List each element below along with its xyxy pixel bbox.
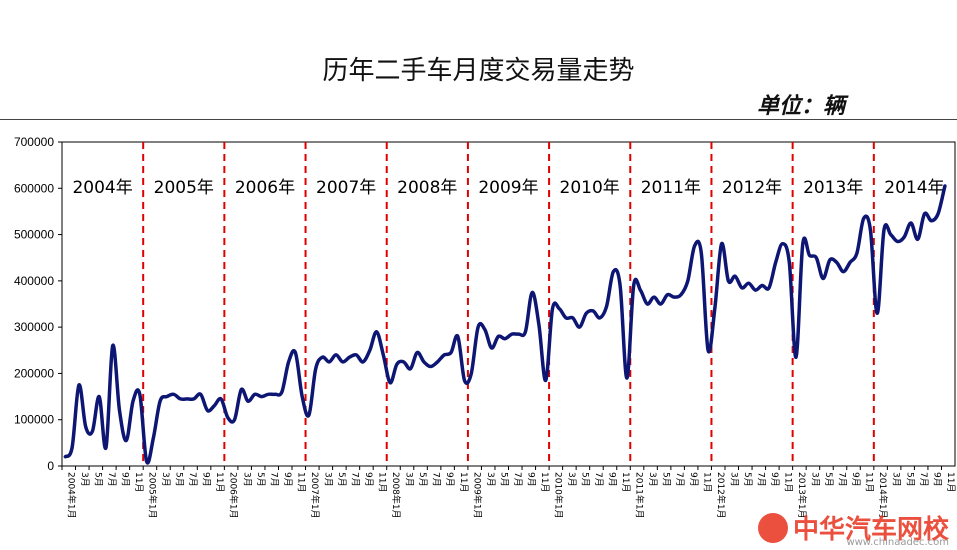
series-line <box>63 184 947 465</box>
watermark-text: 中华汽车网校 <box>792 515 949 545</box>
x-tick-label: 9月 <box>931 472 942 487</box>
x-tick-label: 9月 <box>525 472 536 487</box>
x-tick-label: 3月 <box>566 472 577 487</box>
x-tick-label: 9月 <box>850 472 861 487</box>
x-tick-label: 2012年1月 <box>715 472 727 519</box>
year-label: 2009年 <box>478 178 538 198</box>
x-tick-label: 9月 <box>120 472 131 487</box>
x-tick-label: 7月 <box>674 472 685 487</box>
x-tick-label: 9月 <box>282 472 293 487</box>
x-tick-label: 5月 <box>417 472 428 487</box>
x-tick-label: 11月 <box>214 472 225 492</box>
x-tick-label: 11月 <box>782 472 793 492</box>
x-tick-label: 2007年1月 <box>309 472 321 519</box>
year-label: 2013年 <box>803 178 863 198</box>
y-tick-label: 0 <box>47 459 54 473</box>
x-tick-label: 11月 <box>377 472 388 492</box>
unit-label: 单位：辆 <box>756 93 845 119</box>
watermark-url: www.chinaadec.com <box>846 537 949 548</box>
x-tick-label: 5月 <box>174 472 185 487</box>
year-label: 2006年 <box>235 178 295 198</box>
x-tick-label: 3月 <box>160 472 171 487</box>
x-tick-label: 3月 <box>891 472 902 487</box>
x-tick-label: 5月 <box>904 472 915 487</box>
x-tick-label: 9月 <box>444 472 455 487</box>
x-tick-label: 5月 <box>661 472 672 487</box>
y-tick-label: 200000 <box>14 366 54 380</box>
year-label: 2005年 <box>154 178 214 198</box>
x-tick-label: 2005年1月 <box>147 472 159 519</box>
y-tick-label: 400000 <box>14 274 54 288</box>
x-tick-label: 7月 <box>837 472 848 487</box>
x-tick-label: 7月 <box>187 472 198 487</box>
x-tick-label: 11月 <box>864 472 875 492</box>
x-tick-label: 7月 <box>431 472 442 487</box>
x-tick-label: 2010年1月 <box>552 472 564 519</box>
x-tick-label: 3月 <box>810 472 821 487</box>
x-tick-label: 2006年1月 <box>228 472 240 519</box>
x-tick-label: 3月 <box>485 472 496 487</box>
x-tick-label: 11月 <box>539 472 550 492</box>
x-tick-label: 2008年1月 <box>390 472 402 519</box>
x-tick-label: 9月 <box>201 472 212 487</box>
x-tick-label: 5月 <box>498 472 509 487</box>
x-tick-label: 2009年1月 <box>471 472 483 519</box>
y-tick-label: 100000 <box>14 413 54 427</box>
y-tick-label: 300000 <box>14 320 54 334</box>
watermark: 中华汽车网校 www.chinaadec.com <box>757 509 949 548</box>
x-tick-label: 3月 <box>79 472 90 487</box>
x-tick-label: 7月 <box>593 472 604 487</box>
year-label: 2012年 <box>722 178 782 198</box>
x-tick-label: 11月 <box>295 472 306 492</box>
y-tick-label: 500000 <box>14 228 54 242</box>
x-tick-label: 5月 <box>92 472 103 487</box>
x-tick-label: 5月 <box>742 472 753 487</box>
year-label: 2007年 <box>316 178 376 198</box>
x-tick-label: 7月 <box>268 472 279 487</box>
chart-title: 历年二手车月度交易量走势 <box>322 56 635 86</box>
x-tick-label: 2013年1月 <box>796 472 808 519</box>
year-label: 2014年 <box>884 178 944 198</box>
watermark-logo-icon <box>757 512 788 543</box>
x-tick-label: 2004年1月 <box>65 472 77 519</box>
x-tick-label: 3月 <box>322 472 333 487</box>
x-tick-label: 11月 <box>945 472 956 492</box>
x-tick-label: 7月 <box>106 472 117 487</box>
x-tick-label: 9月 <box>688 472 699 487</box>
y-tick-label: 700000 <box>14 135 54 149</box>
x-tick-label: 2011年1月 <box>634 472 646 519</box>
x-tick-label: 7月 <box>755 472 766 487</box>
x-tick-label: 7月 <box>350 472 361 487</box>
header-divider <box>0 119 957 120</box>
x-tick-label: 7月 <box>918 472 929 487</box>
x-tick-label: 11月 <box>620 472 631 492</box>
x-tick-label: 11月 <box>133 472 144 492</box>
x-tick-label: 5月 <box>823 472 834 487</box>
x-tick-label: 2014年1月 <box>877 472 889 519</box>
x-tick-label: 9月 <box>363 472 374 487</box>
x-tick-label: 5月 <box>336 472 347 487</box>
x-tick-label: 3月 <box>404 472 415 487</box>
x-tick-label: 3月 <box>241 472 252 487</box>
x-tick-label: 11月 <box>701 472 712 492</box>
x-tick-label: 5月 <box>580 472 591 487</box>
year-label: 2004年 <box>72 178 132 198</box>
x-tick-label: 7月 <box>512 472 523 487</box>
x-tick-label: 9月 <box>769 472 780 487</box>
x-tick-label: 5月 <box>255 472 266 487</box>
y-tick-label: 600000 <box>14 181 54 195</box>
year-label: 2010年 <box>560 178 620 198</box>
year-label: 2008年 <box>397 178 457 198</box>
x-tick-label: 11月 <box>458 472 469 492</box>
x-tick-label: 3月 <box>728 472 739 487</box>
x-tick-label: 3月 <box>647 472 658 487</box>
x-tick-label: 9月 <box>607 472 618 487</box>
year-label: 2011年 <box>641 178 701 198</box>
